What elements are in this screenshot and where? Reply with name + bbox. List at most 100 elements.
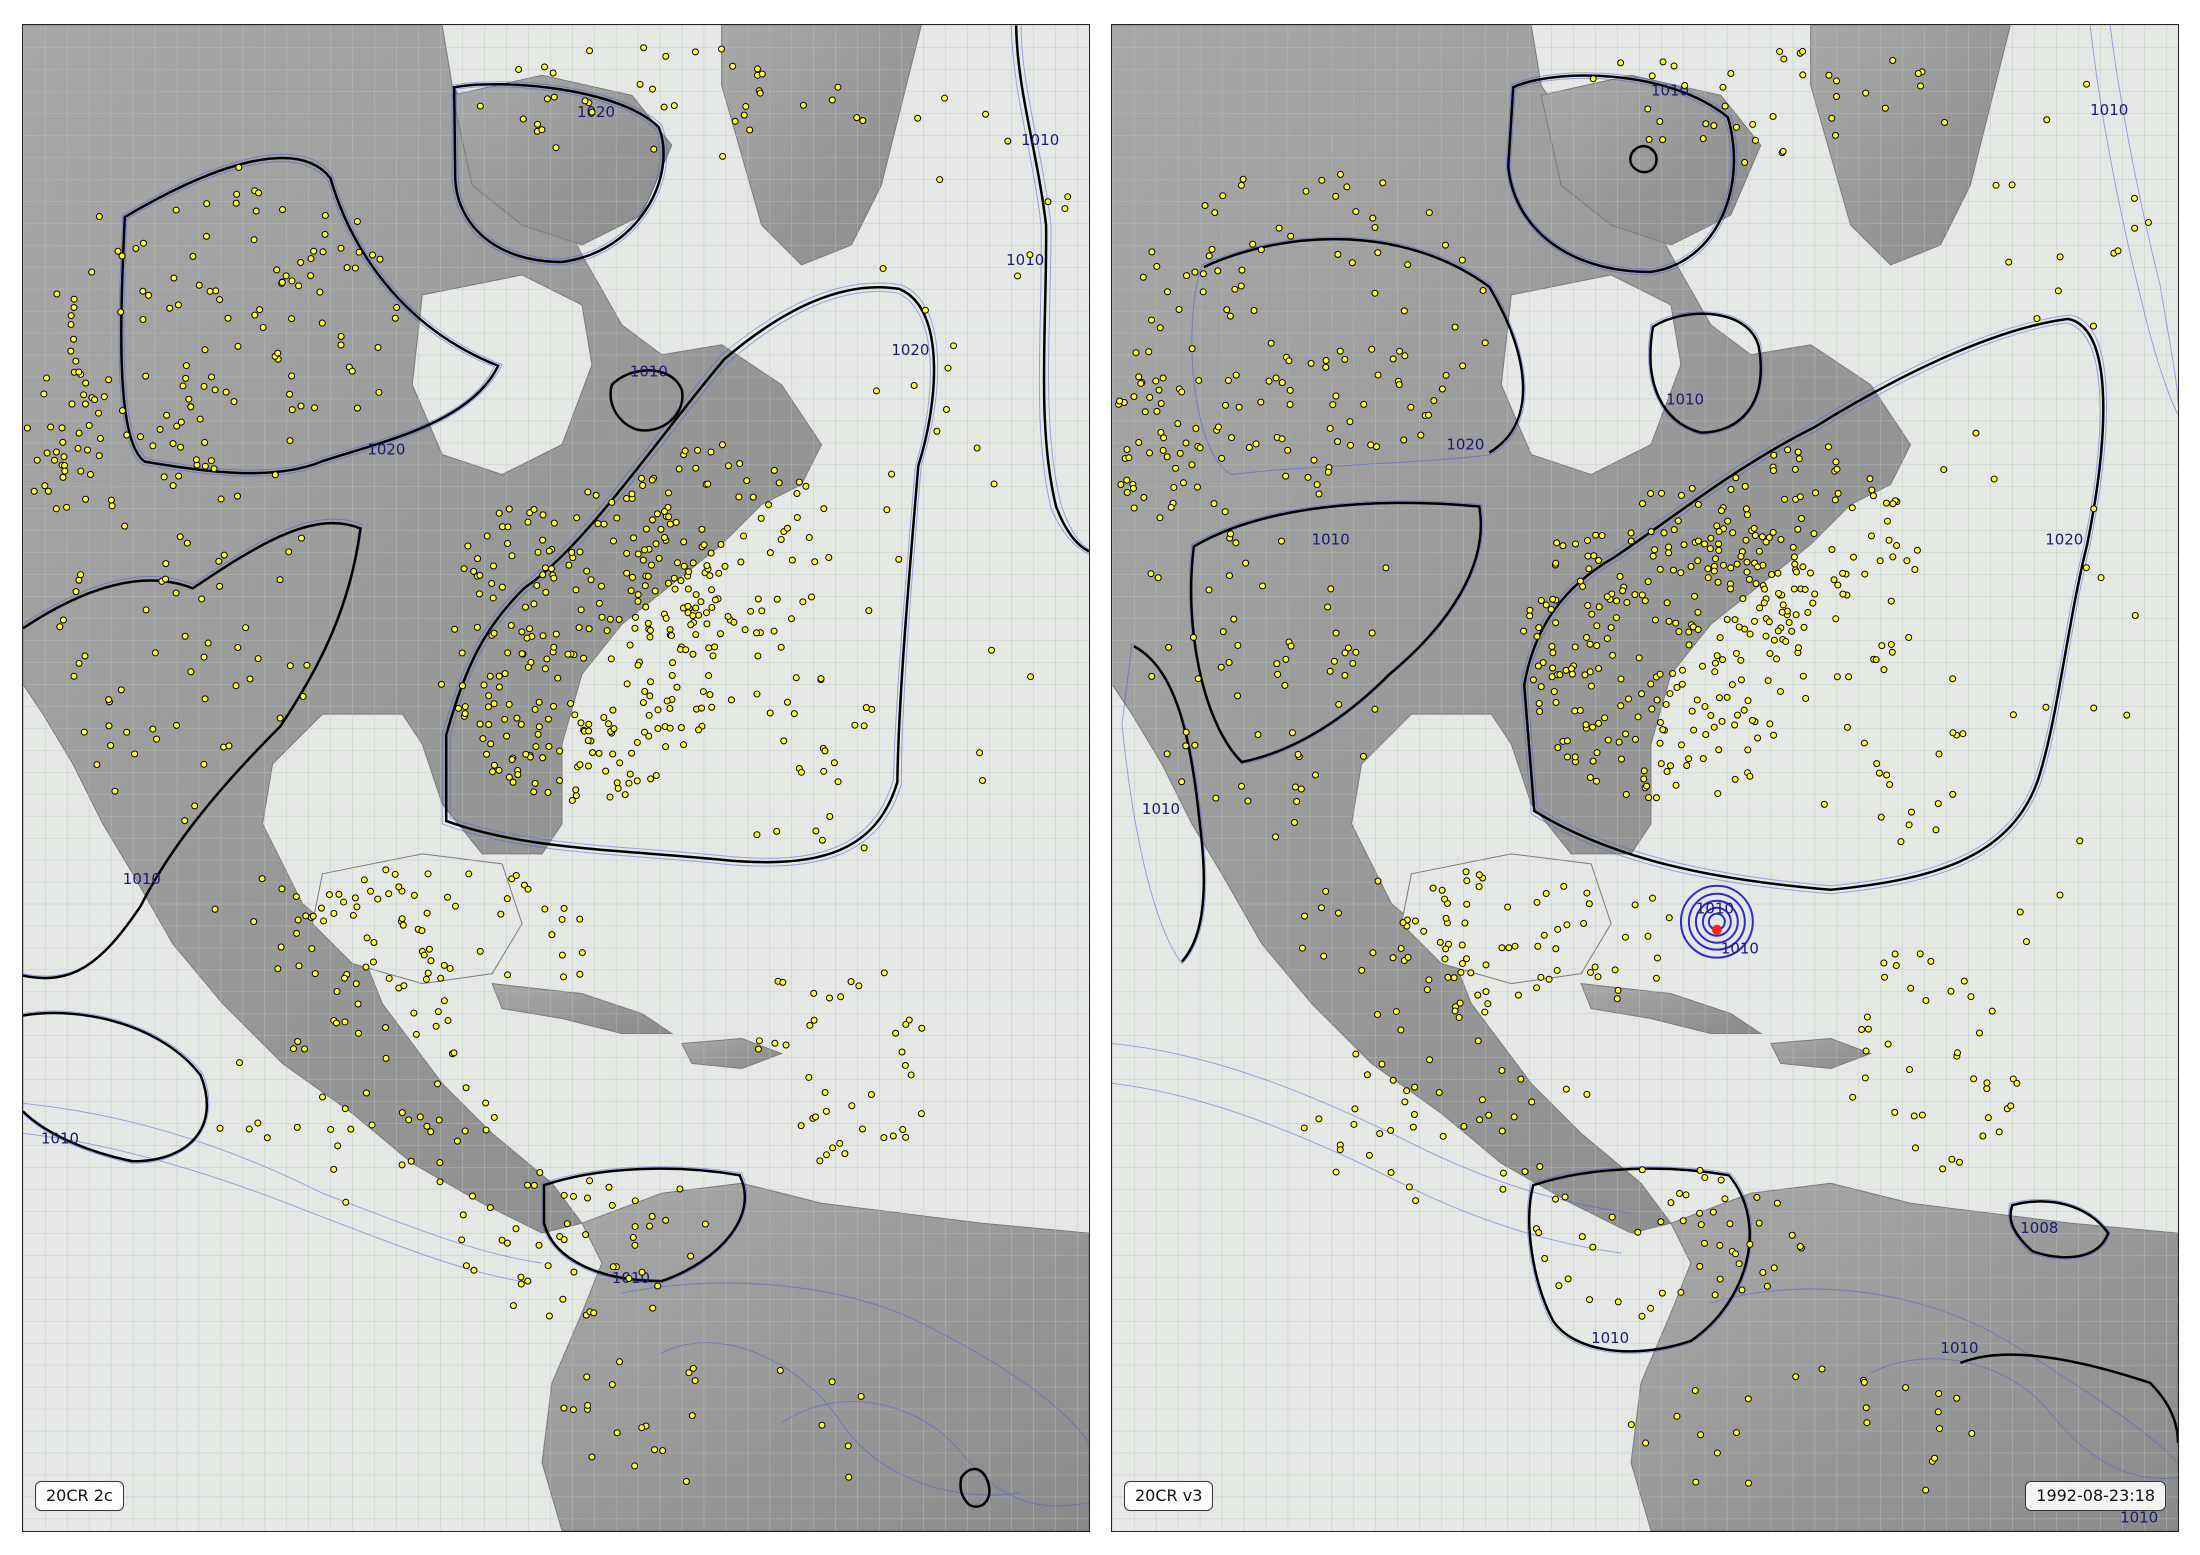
observation-dot bbox=[805, 1073, 813, 1081]
observation-dot bbox=[176, 533, 184, 541]
observation-dot bbox=[661, 508, 668, 515]
observation-dot bbox=[436, 1178, 444, 1186]
observation-dot bbox=[1336, 347, 1344, 355]
observation-dot bbox=[663, 697, 671, 705]
observation-dot bbox=[487, 740, 495, 748]
observation-dot bbox=[1954, 1049, 1962, 1057]
observation-dot bbox=[1374, 249, 1382, 257]
observation-dot bbox=[1696, 1209, 1704, 1217]
observation-dot bbox=[1694, 501, 1702, 509]
observation-dot bbox=[1645, 136, 1653, 143]
observation-dot bbox=[258, 875, 266, 883]
observation-dot bbox=[695, 726, 703, 734]
observation-dot bbox=[277, 943, 285, 951]
observation-dot bbox=[501, 670, 509, 678]
observation-dot bbox=[1129, 484, 1137, 492]
observation-dot bbox=[741, 626, 749, 634]
observation-dot bbox=[910, 382, 918, 390]
observation-dot bbox=[232, 682, 240, 690]
observation-dot bbox=[1863, 1013, 1871, 1021]
observation-dot bbox=[539, 511, 547, 519]
mean-contours bbox=[23, 25, 1089, 1508]
observation-dot bbox=[1371, 224, 1379, 232]
observation-dot bbox=[743, 477, 751, 485]
observation-dot bbox=[1571, 643, 1579, 651]
observation-dot bbox=[746, 126, 754, 134]
observation-dot bbox=[1332, 1168, 1340, 1176]
observation-dot bbox=[1652, 974, 1660, 982]
observation-dot bbox=[1849, 1093, 1857, 1101]
observation-dot bbox=[1694, 537, 1702, 545]
observation-dot bbox=[700, 541, 708, 549]
observation-dot bbox=[1922, 1486, 1930, 1494]
observation-dot bbox=[724, 462, 732, 470]
observation-dot bbox=[646, 633, 654, 641]
observation-dot bbox=[1696, 1166, 1704, 1174]
observation-dot bbox=[1707, 534, 1715, 542]
observation-dot bbox=[1155, 386, 1163, 394]
observation-dot bbox=[91, 396, 99, 404]
observation-dot bbox=[309, 912, 317, 920]
observation-dot bbox=[220, 551, 228, 559]
observation-dot bbox=[1584, 602, 1592, 610]
observation-dot bbox=[589, 749, 597, 757]
observation-dot bbox=[498, 1236, 506, 1244]
observation-dot bbox=[638, 1268, 646, 1276]
observation-dot bbox=[669, 659, 677, 667]
observation-dot bbox=[475, 590, 483, 598]
observation-dot bbox=[82, 495, 90, 503]
observation-dot bbox=[1677, 1288, 1685, 1296]
observation-dot bbox=[1499, 1169, 1507, 1177]
observation-dot bbox=[554, 674, 562, 682]
observation-dot bbox=[1947, 987, 1955, 995]
observation-dot bbox=[1130, 504, 1138, 512]
observation-dot bbox=[1651, 546, 1659, 554]
observation-dot bbox=[123, 728, 131, 736]
observation-dot bbox=[532, 743, 540, 751]
observation-dot bbox=[398, 1109, 406, 1117]
observation-dot bbox=[1918, 1111, 1926, 1119]
observation-dot bbox=[1745, 1479, 1752, 1487]
contour-labels: 1010 1020 1020 1010 1010 1010 1010 1010 … bbox=[1142, 81, 2158, 1526]
observation-dot bbox=[633, 738, 641, 746]
observation-dot bbox=[576, 761, 584, 769]
observation-dot bbox=[1401, 352, 1409, 360]
observation-dot bbox=[1412, 1197, 1420, 1205]
observation-dot bbox=[1332, 192, 1340, 200]
observation-dot bbox=[692, 464, 700, 472]
observation-dot bbox=[836, 1139, 844, 1147]
observation-dot bbox=[485, 721, 493, 728]
observation-dot bbox=[182, 362, 190, 370]
observation-dot bbox=[74, 444, 82, 452]
observation-dot bbox=[1734, 711, 1742, 719]
observation-dot bbox=[1396, 347, 1404, 355]
observation-dot bbox=[675, 465, 683, 473]
observation-dot bbox=[1617, 675, 1625, 683]
observation-dot bbox=[1367, 441, 1375, 449]
observation-dot bbox=[410, 1009, 418, 1017]
observation-dot bbox=[598, 613, 606, 621]
observation-dot bbox=[259, 323, 267, 331]
observation-dot bbox=[1214, 423, 1222, 431]
observation-dot bbox=[1623, 599, 1631, 607]
mean-contours bbox=[1133, 74, 2178, 1443]
observation-dot bbox=[1210, 500, 1218, 508]
observation-dot bbox=[181, 632, 189, 640]
observation-dot bbox=[75, 659, 83, 667]
observation-dot bbox=[711, 643, 719, 651]
observation-dot bbox=[1410, 1110, 1418, 1118]
observation-dot bbox=[1723, 693, 1731, 701]
observation-dot bbox=[641, 582, 649, 590]
observation-dot bbox=[1517, 1075, 1525, 1083]
observation-dot bbox=[1334, 438, 1342, 446]
observation-dot bbox=[1769, 467, 1777, 475]
observation-dot bbox=[1810, 530, 1818, 538]
observation-dot bbox=[1589, 723, 1597, 731]
observation-dot bbox=[470, 1266, 478, 1274]
observation-dot bbox=[1154, 574, 1162, 582]
observation-dot bbox=[1444, 973, 1452, 981]
observation-dot bbox=[1382, 564, 1390, 572]
observation-dot bbox=[149, 725, 157, 733]
observation-dot bbox=[67, 320, 75, 328]
observation-dot bbox=[464, 542, 472, 550]
